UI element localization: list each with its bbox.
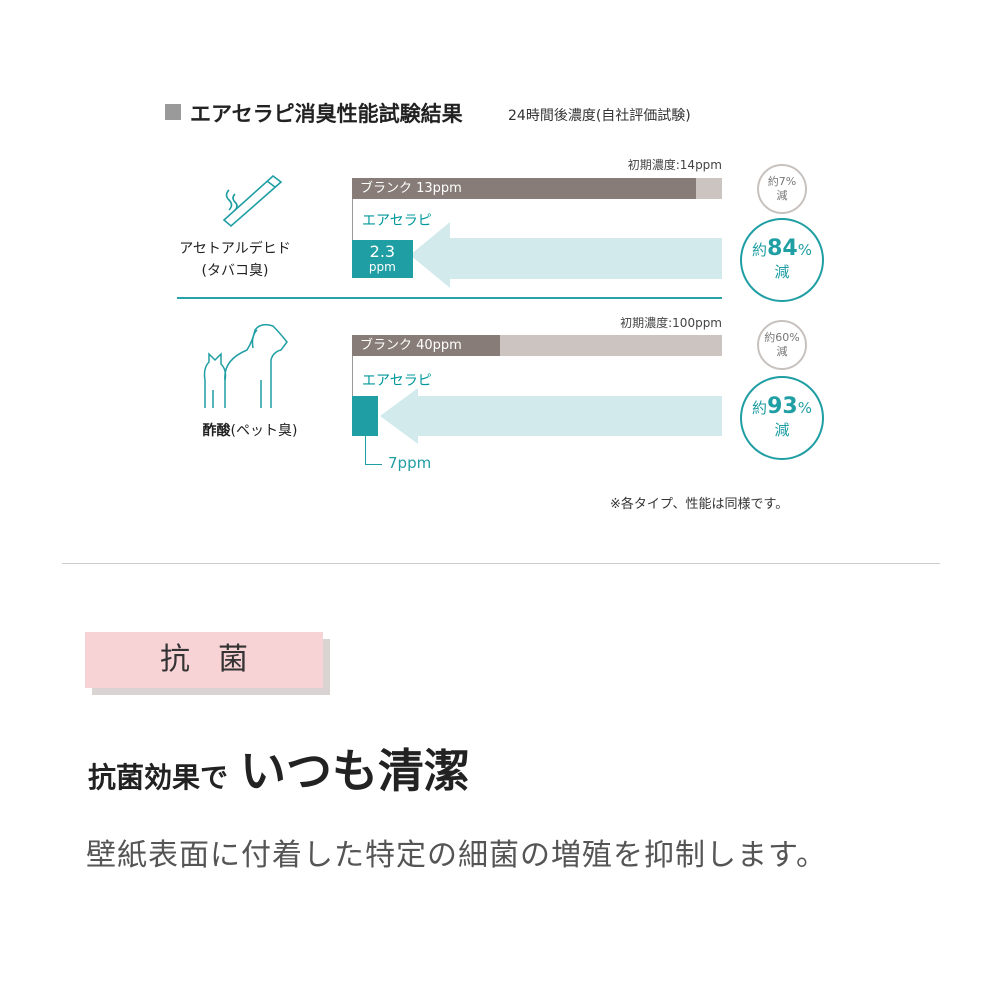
description: 壁紙表面に付着した特定の細菌の増殖を抑制します。 bbox=[86, 838, 827, 873]
category-sub: (タバコ臭) bbox=[201, 263, 269, 279]
prefix: 約 bbox=[764, 331, 776, 344]
air-label: エアセラピ bbox=[362, 213, 432, 229]
value: 7% bbox=[778, 175, 797, 188]
suffix: 減 bbox=[776, 189, 788, 202]
air-reduction-badge: 約93% 減 bbox=[740, 376, 824, 460]
category-acetic-acid: 酢酸(ペット臭) bbox=[180, 420, 320, 442]
group-separator bbox=[177, 297, 722, 299]
axis-line bbox=[352, 178, 353, 278]
blank-bar: ブランク 13ppm bbox=[352, 178, 696, 199]
air-reduction-badge: 約84% 減 bbox=[740, 218, 824, 302]
footnote: ※各タイプ、性能は同様です。 bbox=[610, 497, 789, 512]
headline: 抗菌効果で いつも清潔 bbox=[88, 735, 470, 801]
air-value: 2.3 bbox=[369, 242, 396, 261]
section-tag: 抗菌 bbox=[85, 632, 323, 688]
blank-bar: ブランク 40ppm bbox=[352, 335, 500, 356]
air-unit: ppm bbox=[368, 260, 396, 274]
reduction-arrow bbox=[410, 222, 722, 288]
section-divider bbox=[62, 563, 940, 564]
prefix: 約 bbox=[752, 398, 768, 417]
category-name: アセトアルデヒド bbox=[179, 241, 291, 257]
initial-concentration-label: 初期濃度:100ppm bbox=[620, 316, 722, 330]
title-square-icon bbox=[165, 104, 181, 120]
category-sub: (ペット臭) bbox=[230, 423, 298, 439]
suffix: 減 bbox=[774, 420, 790, 439]
category-acetaldehyde: アセトアルデヒド (タバコ臭) bbox=[165, 238, 305, 282]
suffix: 減 bbox=[774, 262, 790, 281]
value: 84 bbox=[767, 235, 798, 261]
headline-large: いつも清潔 bbox=[240, 744, 471, 798]
cigarette-icon bbox=[222, 174, 283, 228]
air-value: 7ppm bbox=[388, 454, 432, 472]
category-name: 酢酸 bbox=[202, 423, 231, 439]
chart-subtitle: 24時間後濃度(自社評価試験) bbox=[508, 108, 691, 124]
pct: % bbox=[797, 398, 812, 417]
headline-small: 抗菌効果で bbox=[88, 761, 229, 794]
air-bar: 2.3 ppm bbox=[352, 240, 413, 278]
value: 60% bbox=[775, 331, 800, 344]
initial-concentration-label: 初期濃度:14ppm bbox=[627, 158, 722, 172]
value: 93 bbox=[767, 393, 798, 419]
pet-icon bbox=[203, 323, 288, 408]
air-label: エアセラピ bbox=[362, 373, 432, 389]
prefix: 約 bbox=[767, 175, 779, 188]
chart-title: エアセラピ消臭性能試験結果 bbox=[190, 102, 463, 126]
blank-reduction-badge: 約7% 減 bbox=[757, 164, 807, 214]
pct: % bbox=[797, 240, 812, 259]
air-bar bbox=[352, 396, 378, 436]
leader-line bbox=[365, 420, 382, 465]
blank-reduction-badge: 約60% 減 bbox=[757, 320, 807, 370]
reduction-arrow bbox=[380, 388, 722, 444]
axis-line bbox=[352, 335, 353, 435]
prefix: 約 bbox=[752, 240, 768, 259]
suffix: 減 bbox=[776, 345, 788, 358]
